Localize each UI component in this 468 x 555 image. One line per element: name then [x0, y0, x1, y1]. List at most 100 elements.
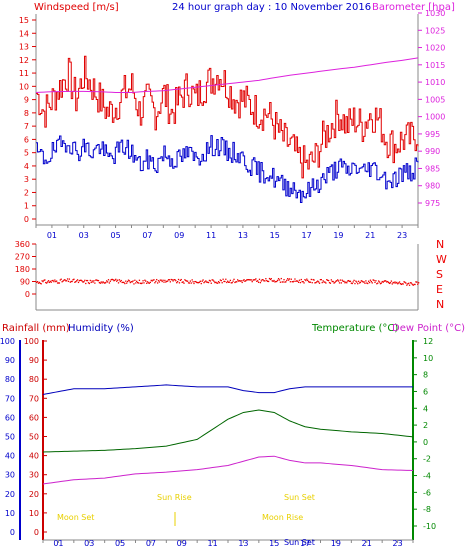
time-tick-label: 11 [206, 231, 216, 240]
direction-point [61, 281, 63, 283]
direction-tick-label: 0 [25, 290, 30, 299]
direction-point [63, 279, 65, 281]
direction-point [414, 283, 416, 286]
direction-point [207, 281, 210, 284]
direction-point [347, 280, 349, 282]
direction-point [138, 279, 141, 281]
direction-point [190, 282, 192, 284]
direction-point [305, 279, 307, 282]
direction-point [237, 279, 239, 281]
direction-point [50, 281, 52, 283]
gust-series-line [36, 55, 419, 179]
direction-point [321, 281, 323, 284]
direction-point [104, 282, 106, 284]
direction-point [183, 282, 185, 284]
direction-point [76, 279, 79, 281]
direction-point [343, 280, 345, 283]
windspeed-tick-label: 7 [24, 122, 29, 131]
direction-point [247, 279, 250, 281]
direction-point [229, 279, 232, 282]
time-tick-label: 21 [362, 539, 372, 548]
direction-point [307, 281, 310, 283]
direction-point [230, 282, 232, 284]
direction-point [146, 281, 149, 283]
direction-point [210, 282, 212, 284]
direction-point [285, 281, 287, 283]
direction-point [136, 281, 139, 284]
direction-point [299, 281, 302, 284]
direction-point [100, 281, 102, 283]
direction-point [186, 280, 189, 282]
direction-point [340, 282, 342, 284]
time-tick-label: 07 [142, 231, 152, 240]
direction-point [349, 280, 352, 282]
direction-point [78, 280, 81, 282]
temperature-tick-label: -10 [423, 522, 436, 531]
direction-tick-label: 180 [15, 265, 30, 274]
barometer-tick-label: 995 [425, 130, 440, 139]
direction-point [272, 280, 274, 283]
direction-point [397, 282, 400, 284]
direction-point [194, 280, 196, 283]
direction-point [84, 279, 86, 281]
windspeed-tick-label: 15 [19, 16, 29, 25]
barometer-tick-label: 1025 [425, 26, 445, 35]
direction-point [227, 280, 229, 282]
direction-point [65, 280, 67, 282]
direction-point [370, 280, 373, 283]
time-tick-label: 13 [238, 539, 248, 548]
windspeed-tick-label: 13 [19, 43, 29, 52]
temperature-tick-label: -2 [423, 455, 431, 464]
direction-point [374, 281, 376, 284]
direction-point [365, 280, 367, 282]
direction-point [418, 282, 420, 284]
direction-point [49, 280, 51, 283]
direction-point [56, 282, 59, 284]
direction-point [180, 278, 182, 281]
direction-point [397, 283, 399, 285]
temperature-tick-label: 12 [423, 337, 433, 346]
time-tick-label: 15 [270, 231, 280, 240]
direction-point [327, 279, 329, 281]
compass-label: E [436, 283, 443, 296]
direction-point [328, 281, 331, 284]
direction-point [355, 280, 357, 282]
direction-point [417, 283, 419, 285]
direction-point [173, 279, 175, 281]
direction-point [196, 281, 198, 284]
windspeed-tick-label: 4 [24, 162, 29, 171]
direction-point [211, 279, 213, 281]
direction-point [53, 280, 55, 283]
direction-point [322, 280, 324, 282]
direction-point [239, 280, 242, 282]
direction-point [54, 279, 56, 281]
humidity-tick-label: 30 [29, 471, 39, 480]
direction-point [308, 281, 311, 283]
rainfall-tick-label: 60 [5, 413, 15, 422]
direction-point [392, 281, 394, 284]
direction-point [356, 281, 358, 283]
temp-humidity-series [42, 384, 414, 485]
moon-set-label: Moon Set [57, 513, 94, 522]
direction-point [109, 280, 111, 282]
direction-point [352, 281, 354, 283]
direction-point [92, 281, 94, 283]
direction-degree-ticks: 0 90 180 270 360 [15, 240, 36, 299]
direction-point [387, 280, 389, 283]
direction-point [170, 278, 172, 281]
direction-point [124, 282, 126, 285]
temp-time-axis-ticks: 01 03 05 07 09 11 13 15 17 19 21 23 [42, 539, 414, 548]
direction-point [134, 279, 136, 281]
direction-point [206, 281, 208, 283]
compass-label: N [436, 238, 444, 251]
direction-point [85, 282, 87, 285]
direction-point [41, 280, 43, 282]
direction-point [151, 280, 153, 282]
direction-point [82, 281, 84, 283]
direction-point [70, 280, 72, 283]
direction-point [234, 281, 236, 284]
direction-point [333, 282, 335, 284]
direction-point [231, 282, 233, 284]
time-tick-label: 19 [333, 231, 343, 240]
